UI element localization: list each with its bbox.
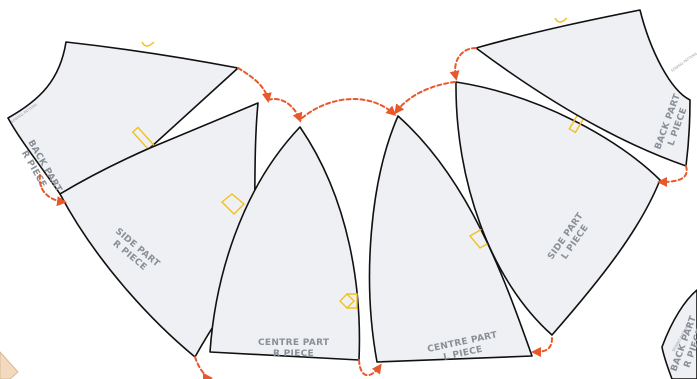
arrow-centre-r-to-centre-l-bottom: [358, 359, 382, 376]
back-part-r-piece-partial: SEWING PATTERN BACK PART R PIECE: [661, 289, 697, 379]
arrow-back-l-to-side-l-top: [449, 47, 477, 81]
arrow-side-r-to-centre-r-top: [267, 98, 303, 123]
centre-part-l-piece: CENTRE PART L PIECE: [368, 115, 533, 363]
arrow-back-to-side-r-top: [237, 67, 272, 103]
arrow-back-r-to-side-r-left: [38, 174, 67, 207]
back-part-l-piece: SEWING PATTERN BACK PART L PIECE: [475, 9, 697, 167]
arrow-side-l-to-centre-l-top: [394, 81, 456, 115]
side-part-l-piece: SIDE PART L PIECE: [455, 81, 661, 336]
svg-text:SEWING PATTERN: SEWING PATTERN: [670, 52, 697, 73]
centre-part-r-piece: CENTRE PART R PIECE: [209, 126, 361, 361]
paper-corner-left: [0, 351, 19, 379]
centre-part-r-line1: CENTRE PART: [258, 338, 330, 348]
arrow-side-r-to-centre-r-bottom: [194, 356, 213, 379]
arrow-centre-r-to-centre-l-top: [301, 98, 397, 119]
arrow-back-l-to-side-l-right: [657, 165, 688, 187]
arrow-side-l-to-centre-l-bottom: [531, 337, 553, 357]
connector-arrows: [38, 47, 688, 379]
centre-part-r-line2: R PIECE: [273, 349, 314, 359]
